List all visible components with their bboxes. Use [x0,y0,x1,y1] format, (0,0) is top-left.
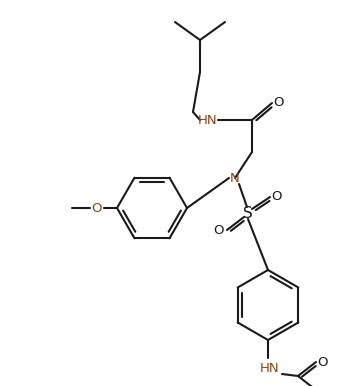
Text: N: N [230,171,240,185]
Text: O: O [92,201,102,215]
Text: O: O [214,223,224,237]
Text: S: S [243,205,253,220]
Text: HN: HN [260,362,280,374]
Text: HN: HN [198,113,218,127]
Text: O: O [273,96,283,110]
Text: O: O [317,356,327,369]
Text: O: O [271,191,281,203]
